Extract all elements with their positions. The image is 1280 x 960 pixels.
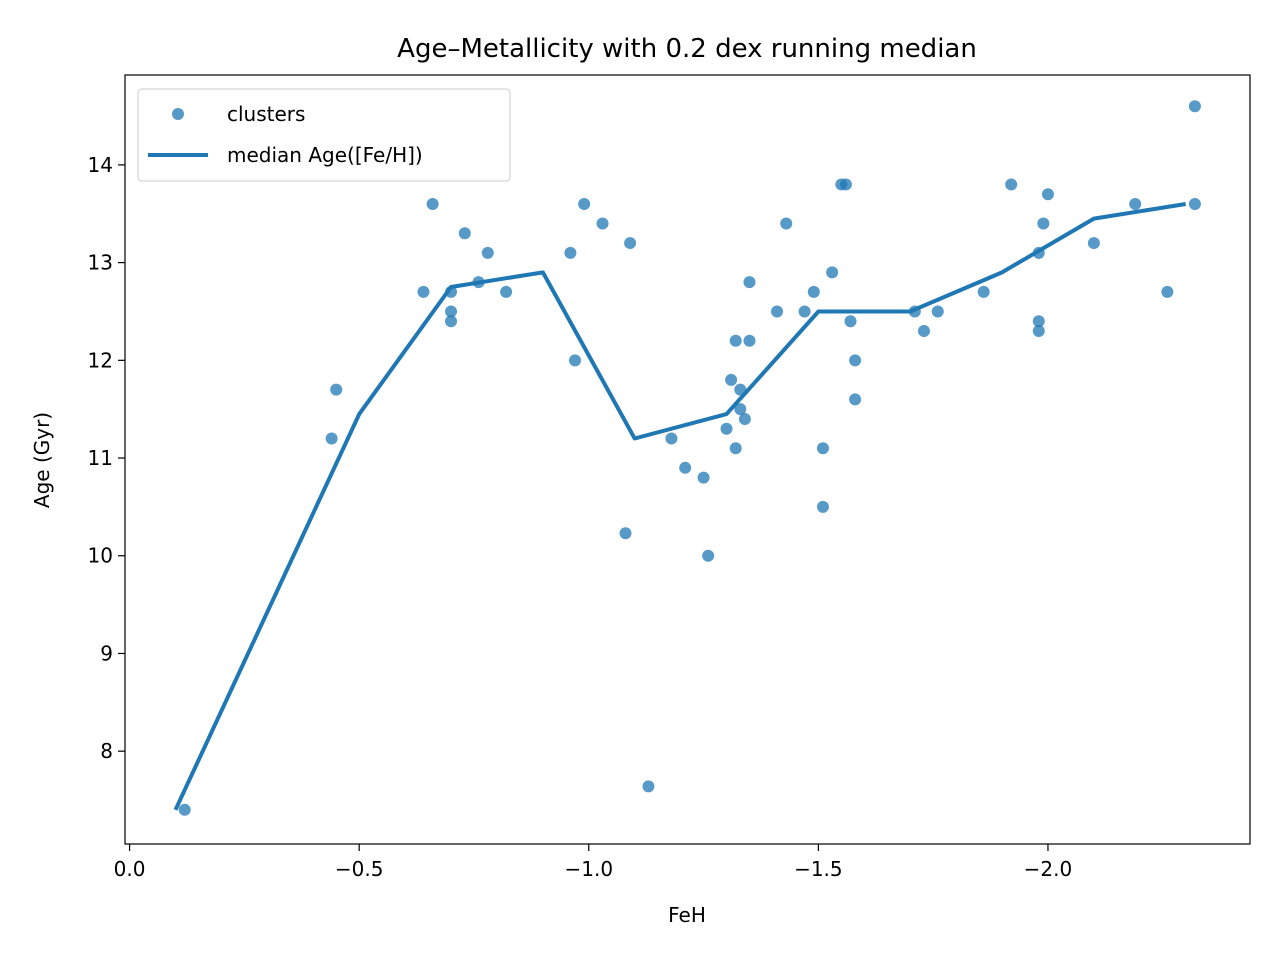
y-tick-label: 9: [100, 641, 113, 665]
scatter-series: [178, 100, 1201, 816]
cluster-point: [500, 285, 513, 298]
cluster-point: [729, 442, 742, 455]
x-tick-label: −1.0: [564, 857, 613, 881]
cluster-point: [743, 334, 756, 347]
median-age-line: [173, 202, 1187, 811]
cluster-point: [665, 432, 678, 445]
cluster-point: [839, 178, 852, 191]
cluster-point: [679, 461, 692, 474]
cluster-point: [1087, 237, 1100, 250]
cluster-point: [330, 383, 343, 396]
cluster-point: [1041, 188, 1054, 201]
x-axis-ticks: 0.0 −0.5 −1.0 −1.5 −2.0: [114, 844, 1073, 881]
cluster-point: [849, 393, 862, 406]
y-tick-label: 10: [88, 544, 113, 568]
median-line-series: [173, 202, 1187, 811]
cluster-point: [816, 500, 829, 513]
x-tick-label: 0.0: [114, 857, 146, 881]
cluster-point: [1032, 315, 1045, 328]
y-tick-label: 14: [88, 153, 113, 177]
chart-title: Age–Metallicity with 0.2 dex running med…: [397, 34, 977, 64]
cluster-point: [725, 373, 738, 386]
cluster-point: [624, 237, 637, 250]
cluster-point: [720, 422, 733, 435]
cluster-point: [729, 334, 742, 347]
legend-clusters-label: clusters: [227, 102, 305, 126]
cluster-point: [417, 285, 430, 298]
x-axis-label: FeH: [668, 903, 706, 927]
cluster-point: [826, 266, 839, 279]
cluster-point: [702, 549, 715, 562]
cluster-point: [743, 276, 756, 289]
y-axis-ticks: 8 9 10 11 12 13 14: [88, 153, 125, 763]
cluster-point: [569, 354, 581, 367]
x-tick-label: −1.5: [794, 857, 843, 881]
plot-area-frame: [124, 74, 1251, 845]
cluster-point: [771, 305, 784, 318]
cluster-point: [931, 305, 944, 318]
x-tick-label: −2.0: [1024, 857, 1073, 881]
y-tick-label: 12: [88, 348, 113, 372]
y-tick-label: 8: [100, 739, 113, 763]
cluster-point: [780, 217, 793, 230]
x-tick-label: −0.5: [335, 857, 384, 881]
cluster-point: [1037, 217, 1050, 230]
cluster-point: [564, 246, 577, 259]
legend: clusters median Age([Fe/H]): [137, 88, 511, 182]
cluster-point: [458, 227, 471, 240]
cluster-point: [738, 412, 751, 425]
cluster-point: [578, 197, 591, 210]
cluster-point: [1005, 178, 1018, 191]
cluster-point: [481, 246, 494, 259]
y-tick-label: 11: [88, 446, 113, 470]
cluster-point: [642, 780, 655, 793]
cluster-point: [178, 803, 191, 816]
legend-median-label: median Age([Fe/H]): [227, 143, 423, 167]
cluster-point: [1161, 285, 1174, 298]
y-tick-label: 13: [88, 251, 113, 275]
cluster-point: [977, 285, 990, 298]
cluster-point: [1129, 197, 1142, 210]
cluster-point: [697, 471, 710, 484]
cluster-point: [734, 403, 747, 416]
cluster-point: [596, 217, 609, 230]
cluster-point: [445, 305, 458, 318]
cluster-point: [426, 197, 439, 210]
cluster-point: [445, 315, 458, 328]
legend-box: [137, 88, 511, 182]
legend-clusters-marker: [172, 108, 184, 120]
cluster-point: [849, 354, 862, 367]
cluster-point: [1032, 325, 1045, 338]
y-axis-label: Age (Gyr): [30, 412, 54, 508]
cluster-point: [816, 442, 829, 455]
cluster-point: [1188, 197, 1201, 210]
cluster-point: [798, 305, 811, 318]
cluster-point: [807, 285, 820, 298]
cluster-point: [844, 315, 857, 328]
cluster-point: [325, 432, 338, 445]
cluster-point: [619, 527, 632, 540]
cluster-point: [917, 325, 930, 338]
cluster-point: [1188, 100, 1201, 113]
